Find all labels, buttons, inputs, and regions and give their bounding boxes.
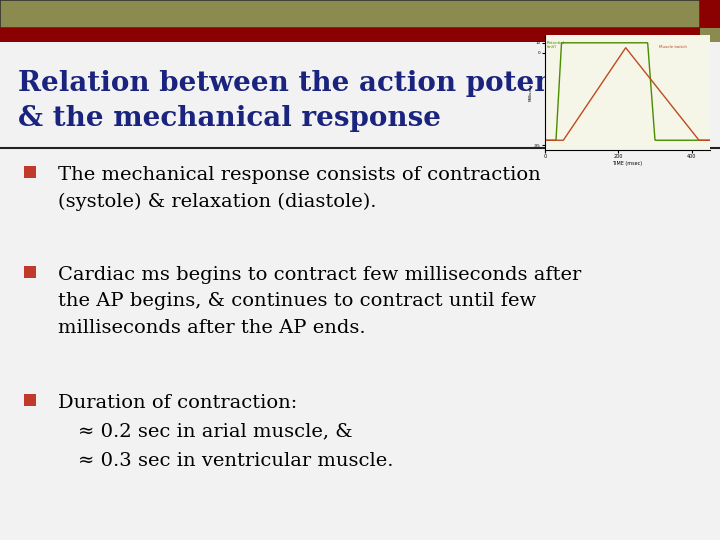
- Text: Potential
(mV): Potential (mV): [546, 41, 564, 50]
- Text: ≈ 0.3 sec in ventricular muscle.: ≈ 0.3 sec in ventricular muscle.: [78, 452, 394, 470]
- X-axis label: TIME (msec): TIME (msec): [613, 160, 642, 166]
- Bar: [24, 266, 36, 278]
- Text: Cardiac ms begins to contract few milliseconds after
the AP begins, & continues : Cardiac ms begins to contract few millis…: [58, 266, 581, 337]
- Text: Muscle twitch: Muscle twitch: [659, 45, 687, 49]
- Y-axis label: Millivolts: Millivolts: [528, 84, 533, 102]
- Bar: [24, 394, 36, 406]
- Text: Relation between the action potential: Relation between the action potential: [18, 70, 607, 97]
- Bar: [0, 28, 720, 42]
- Text: The mechanical response consists of contraction
(systole) & relaxation (diastole: The mechanical response consists of cont…: [58, 166, 541, 211]
- Text: Duration of contraction:: Duration of contraction:: [58, 394, 297, 412]
- Bar: [24, 166, 36, 178]
- Bar: [0, 0, 700, 28]
- Text: ≈ 0.2 sec in arial muscle, &: ≈ 0.2 sec in arial muscle, &: [78, 422, 353, 440]
- Text: & the mechanical response: & the mechanical response: [18, 105, 441, 132]
- Bar: [700, 28, 720, 42]
- Bar: [700, 0, 720, 28]
